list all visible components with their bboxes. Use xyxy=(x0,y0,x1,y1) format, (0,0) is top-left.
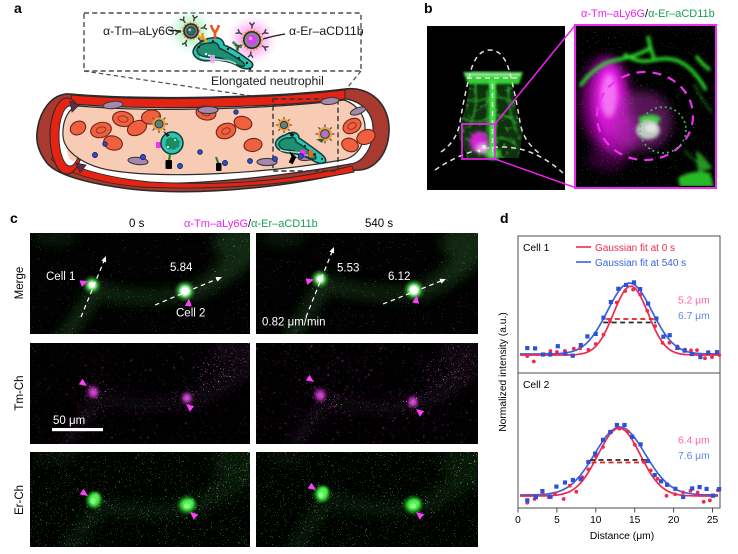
svg-text:α-Tm–aLy6G: α-Tm–aLy6G xyxy=(103,24,175,38)
svg-text:5.53: 5.53 xyxy=(337,263,359,275)
svg-text:Distance (μm): Distance (μm) xyxy=(590,531,654,542)
svg-text:α-Er–aCD11b: α-Er–aCD11b xyxy=(289,24,364,38)
svg-text:0: 0 xyxy=(515,515,521,526)
svg-text:20: 20 xyxy=(668,515,680,526)
svg-text:0.82 μm/min: 0.82 μm/min xyxy=(262,317,326,329)
svg-text:5: 5 xyxy=(554,515,560,526)
svg-text:Cell 1: Cell 1 xyxy=(523,243,550,254)
svg-text:5.84: 5.84 xyxy=(170,262,193,274)
svg-text:10: 10 xyxy=(590,515,602,526)
svg-text:Cell 2: Cell 2 xyxy=(523,380,550,391)
svg-text:15: 15 xyxy=(629,515,641,526)
svg-text:Cell 1: Cell 1 xyxy=(46,271,75,283)
svg-text:7.6 μm: 7.6 μm xyxy=(678,451,710,462)
svg-text:Gaussian fit at 540 s: Gaussian fit at 540 s xyxy=(595,258,686,269)
svg-text:6.7 μm: 6.7 μm xyxy=(678,311,710,322)
svg-text:5.2 μm: 5.2 μm xyxy=(678,296,710,307)
svg-text:Cell 2: Cell 2 xyxy=(176,308,205,320)
svg-text:Gaussian fit at 0 s: Gaussian fit at 0 s xyxy=(595,243,675,254)
svg-text:25: 25 xyxy=(707,515,719,526)
svg-text:6.12: 6.12 xyxy=(388,271,410,283)
svg-text:50 μm: 50 μm xyxy=(53,415,85,427)
svg-text:Elongated neutrophil: Elongated neutrophil xyxy=(211,74,324,88)
svg-text:Normalized intensity (a.u.): Normalized intensity (a.u.) xyxy=(498,312,509,432)
svg-text:6.4 μm: 6.4 μm xyxy=(678,436,710,447)
